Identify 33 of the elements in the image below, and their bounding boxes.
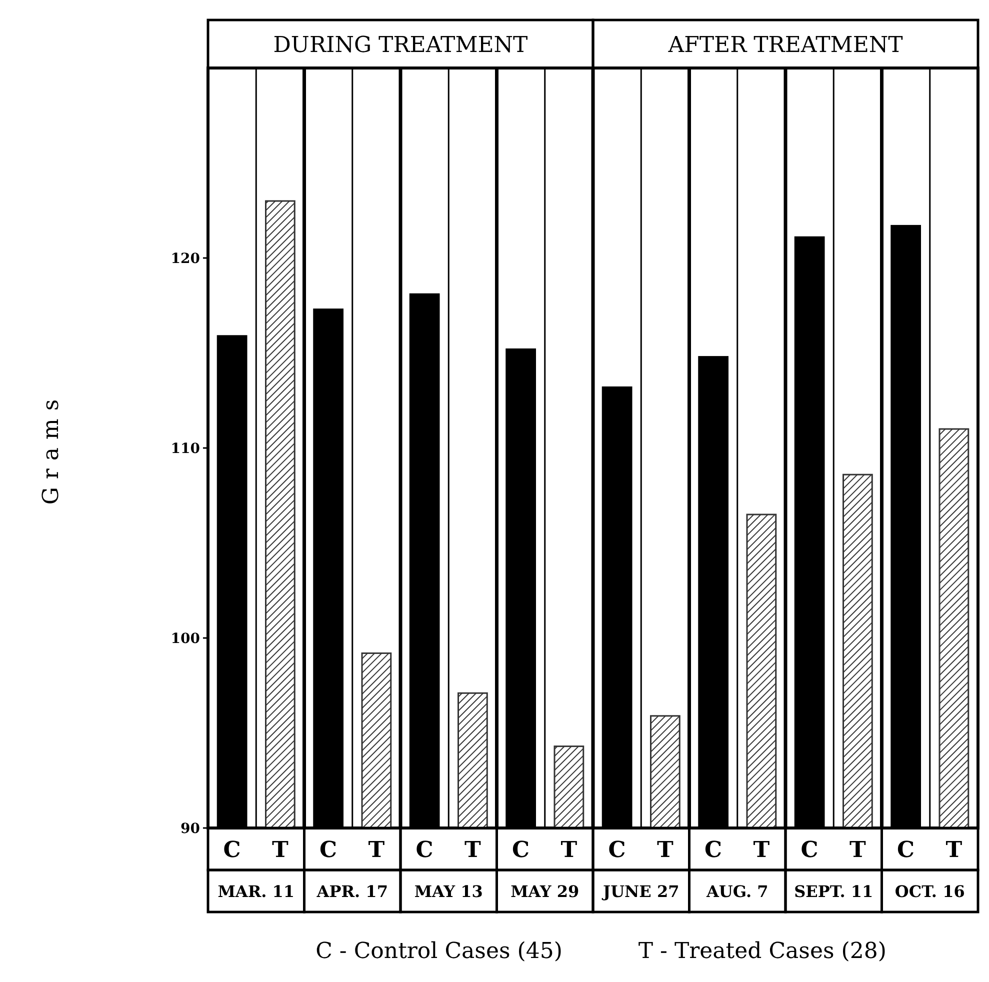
x-tick-label: MAY 29 <box>510 882 580 901</box>
text: T <box>850 837 866 863</box>
text: C <box>704 837 722 863</box>
text: C <box>608 837 626 863</box>
text: C - Control Cases (45) <box>316 939 562 964</box>
legend-label: C <box>320 837 338 863</box>
y-tick-label: 110 <box>170 441 200 457</box>
x-tick-label: MAY 13 <box>414 882 483 901</box>
x-tick-label: APR. 17 <box>316 882 388 901</box>
text: T <box>946 837 962 863</box>
text: AFTER TREATMENT <box>667 33 904 58</box>
x-tick-label: SEPT. 11 <box>794 882 874 901</box>
text: C <box>800 837 818 863</box>
text: C <box>416 837 434 863</box>
text: T <box>464 837 481 863</box>
text: C <box>223 837 241 863</box>
text: T - Treated Cases (28) <box>638 939 886 964</box>
text: C <box>897 837 915 863</box>
x-tick-label: JUNE 27 <box>601 882 680 901</box>
text: T <box>368 837 385 863</box>
text: T <box>753 837 770 863</box>
text: T <box>560 837 578 863</box>
x-tick-label: MAR. 11 <box>218 882 295 901</box>
x-tick-label: OCT. 16 <box>894 882 965 901</box>
y-tick-label: 90 <box>180 821 200 837</box>
text: DURING TREATMENT <box>273 33 528 58</box>
y-tick-label: 120 <box>170 251 200 267</box>
text: C <box>512 837 530 863</box>
series-label: T <box>272 837 289 863</box>
y-tick-label: 100 <box>170 631 200 647</box>
text: T <box>657 837 674 863</box>
x-tick-label: AUG. 7 <box>706 882 768 901</box>
y-axis-title: Grams <box>39 391 64 505</box>
